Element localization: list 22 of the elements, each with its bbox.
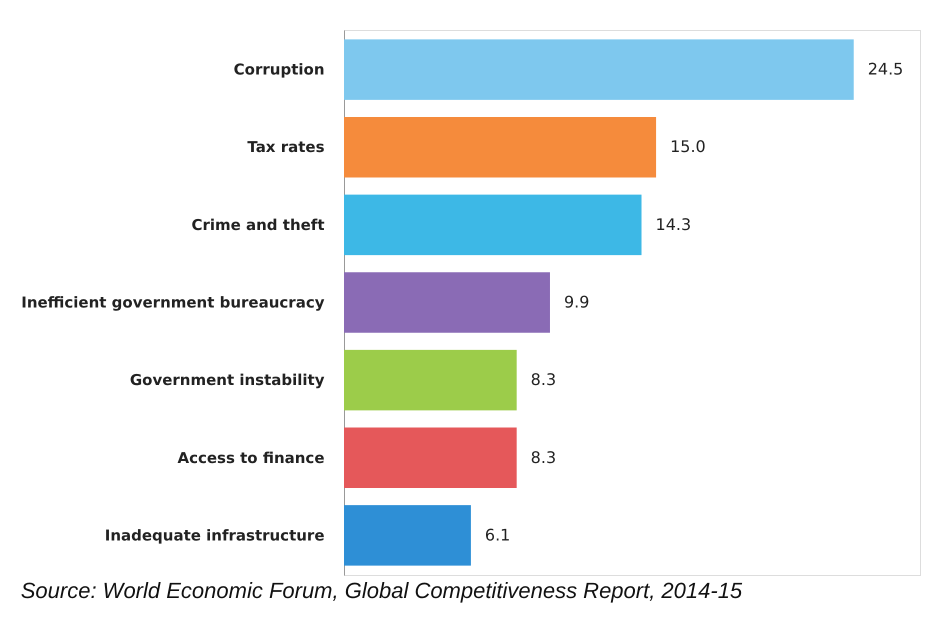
data-label: 14.3 (656, 214, 692, 234)
data-label: 24.5 (868, 60, 904, 79)
y-tick-label: Inefficient government bureaucracy (21, 294, 325, 312)
y-tick-label: Inadequate infrastructure (104, 526, 324, 544)
bar (344, 272, 550, 333)
y-tick-label: Government instability (130, 371, 325, 390)
data-label: 8.3 (530, 370, 556, 390)
data-label: 9.9 (564, 292, 590, 312)
bar (344, 427, 517, 488)
bar (344, 116, 656, 178)
y-tick-label: Crime and theft (191, 216, 324, 234)
data-label: 15.0 (670, 137, 706, 156)
bar (344, 350, 517, 410)
bar (344, 194, 642, 256)
y-tick-label: Corruption (234, 60, 324, 79)
bar (344, 39, 854, 100)
data-label: 6.1 (484, 525, 510, 544)
source-note: Source: World Economic Forum, Global Competitiveness Report, 2014-15 (20, 578, 743, 603)
bar (344, 505, 471, 566)
data-label: 8.3 (530, 448, 556, 467)
y-tick-label: Access to finance (177, 448, 324, 467)
y-tick-label: Tax rates (247, 138, 325, 156)
